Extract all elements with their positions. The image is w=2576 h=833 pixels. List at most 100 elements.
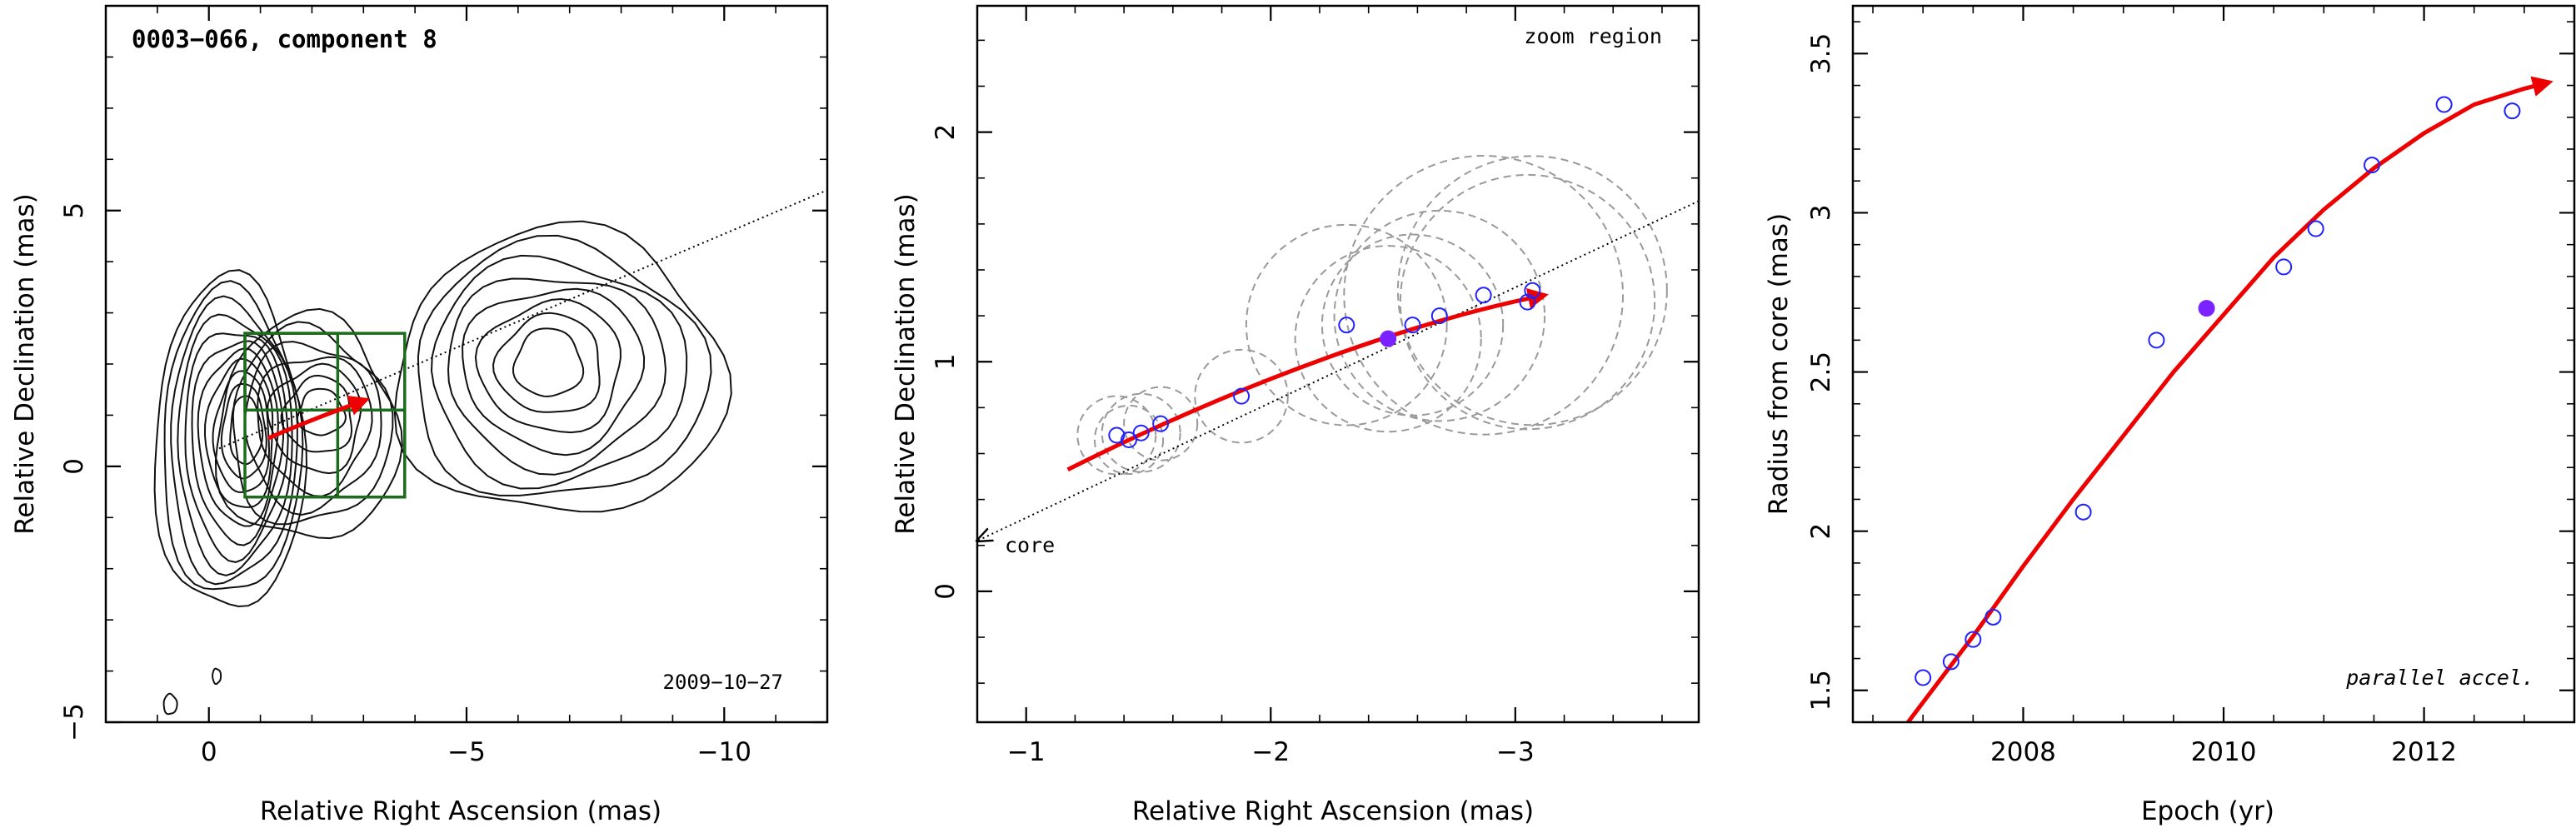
data-point bbox=[1132, 424, 1150, 441]
x-tick-label: 2008 bbox=[1990, 737, 2056, 767]
outer-jet-contour bbox=[393, 220, 732, 513]
x-tick-label: −1 bbox=[1007, 737, 1046, 767]
y-tick-label: 3.5 bbox=[1806, 33, 1836, 74]
inner-jet-contour bbox=[257, 356, 373, 497]
y-axis-label: Relative Declination (mas) bbox=[10, 193, 40, 535]
zoom-box bbox=[243, 332, 340, 412]
core-contour bbox=[153, 269, 308, 608]
zoom-region-panel: zoom region core Relative Right Ascensio… bbox=[891, 4, 1700, 826]
data-point bbox=[2435, 96, 2453, 113]
error-circle bbox=[1333, 209, 1546, 422]
core-label: core bbox=[1005, 533, 1055, 557]
core-contour bbox=[191, 340, 284, 546]
contour-lines bbox=[153, 220, 732, 716]
data-point bbox=[1915, 669, 1932, 686]
data-point bbox=[2307, 220, 2324, 237]
radius-epoch-panel: parallel accel. Epoch (yr) Radius from c… bbox=[1764, 4, 2576, 826]
y-tick-label: 1 bbox=[931, 353, 961, 370]
y-axis-label: Relative Declination (mas) bbox=[891, 193, 921, 535]
inner-jet-contour bbox=[214, 307, 403, 540]
contour-map-panel: 0003−066, component 8 2009−10−27 Relativ… bbox=[10, 4, 829, 826]
error-circle bbox=[1093, 404, 1165, 476]
core-contour bbox=[163, 280, 304, 591]
y-tick-label: 1.5 bbox=[1806, 670, 1836, 711]
chart-title: 0003−066, component 8 bbox=[132, 25, 437, 53]
x-tick-label: −5 bbox=[447, 737, 486, 767]
data-point bbox=[1524, 282, 1541, 299]
x-tick-label: −3 bbox=[1496, 737, 1535, 767]
data-point bbox=[1404, 317, 1421, 334]
data-point bbox=[1475, 287, 1492, 304]
y-tick-label: 3 bbox=[1806, 205, 1836, 222]
data-point bbox=[1108, 426, 1126, 444]
inner-jet-contour bbox=[296, 387, 347, 436]
plot-frame bbox=[104, 4, 829, 724]
y-tick-label: 0 bbox=[931, 583, 961, 600]
core-contour bbox=[212, 370, 271, 493]
x-axis-label: Relative Right Ascension (mas) bbox=[260, 796, 661, 826]
outer-jet-contour bbox=[462, 287, 646, 456]
y-tick-label: −5 bbox=[59, 703, 89, 741]
y-tick-label: 0 bbox=[59, 458, 89, 475]
data-point bbox=[1233, 387, 1251, 405]
data-point bbox=[1942, 653, 1959, 671]
data-point bbox=[2364, 157, 2381, 174]
error-circle bbox=[1194, 348, 1289, 444]
y-tick-label: 2.5 bbox=[1806, 352, 1836, 392]
outer-jet-contour bbox=[512, 327, 585, 397]
data-point bbox=[2275, 258, 2293, 276]
date-label: 2009−10−27 bbox=[663, 671, 784, 694]
inner-jet-contour bbox=[266, 362, 362, 475]
data-point bbox=[1152, 415, 1170, 432]
x-tick-label: 2010 bbox=[2191, 737, 2257, 767]
fit-curve bbox=[1906, 76, 2554, 724]
error-circle bbox=[1123, 386, 1199, 461]
parallel-accel-label: parallel accel. bbox=[2345, 666, 2534, 690]
y-tick-label: 5 bbox=[59, 202, 89, 219]
data-point bbox=[1338, 317, 1355, 334]
inner-jet-contour bbox=[232, 321, 394, 526]
error-circle bbox=[1399, 173, 1656, 431]
core-contour bbox=[184, 332, 289, 563]
error-circle bbox=[1396, 155, 1668, 426]
x-tick-label: 2012 bbox=[2391, 737, 2457, 767]
data-point bbox=[1984, 608, 2002, 626]
outer-jet-contour bbox=[474, 297, 622, 434]
small-contour bbox=[162, 692, 178, 716]
x-axis-label: Relative Right Ascension (mas) bbox=[1132, 796, 1534, 826]
data-point bbox=[1121, 431, 1138, 448]
outer-jet-contour bbox=[417, 234, 712, 496]
outer-jet-contour bbox=[492, 312, 601, 413]
data-point bbox=[2504, 102, 2521, 120]
y-tick-label: 2 bbox=[1806, 523, 1836, 540]
error-circle bbox=[1101, 392, 1181, 473]
core-direction-line bbox=[977, 200, 1700, 541]
data-point bbox=[2148, 332, 2165, 349]
highlighted-data-point bbox=[2198, 300, 2215, 317]
core-contour bbox=[220, 382, 267, 480]
data-point bbox=[1964, 631, 1982, 648]
core-contour bbox=[170, 295, 298, 586]
outer-jet-contour bbox=[430, 254, 688, 490]
highlighted-data-point bbox=[1380, 330, 1397, 347]
data-point bbox=[2074, 503, 2092, 521]
error-circle bbox=[1294, 245, 1482, 433]
outer-jet-contour bbox=[447, 277, 667, 476]
data-point bbox=[1430, 307, 1448, 325]
error-circles bbox=[1076, 154, 1668, 476]
trajectory-arrow bbox=[267, 396, 371, 441]
error-circle bbox=[1320, 233, 1505, 416]
data-point bbox=[1519, 293, 1536, 311]
x-tick-label: −10 bbox=[697, 737, 751, 767]
plot-frame bbox=[976, 4, 1700, 724]
plot-frame bbox=[1851, 4, 2576, 724]
jet-direction-line bbox=[218, 189, 828, 450]
error-circle bbox=[1076, 395, 1157, 476]
y-axis-label: Radius from core (mas) bbox=[1764, 213, 1794, 515]
zoom-box bbox=[336, 408, 407, 499]
x-tick-label: 0 bbox=[201, 737, 217, 767]
x-tick-label: −2 bbox=[1251, 737, 1290, 767]
error-circle bbox=[1343, 154, 1624, 436]
x-axis-label: Epoch (yr) bbox=[2141, 796, 2274, 826]
